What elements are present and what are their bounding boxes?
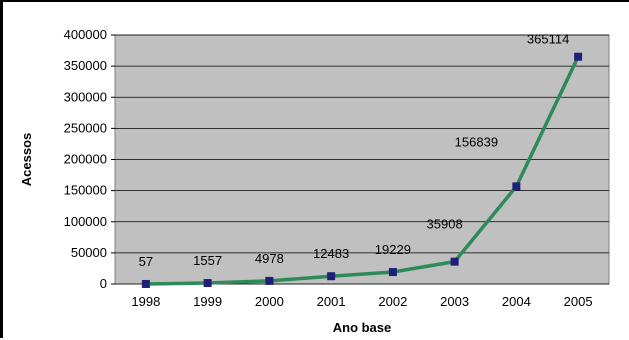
- data-labels: 57 1557 4978 12483 19229 35908 156839 365114: [139, 32, 570, 269]
- y-tick-label: 200000: [64, 152, 107, 167]
- x-tick-label: 1999: [193, 294, 222, 309]
- line-chart: 0 50000 100000 150000 200000 250000 300000 3500…: [19, 27, 610, 335]
- data-point: [265, 276, 274, 285]
- data-point: [388, 268, 397, 277]
- data-point: [141, 279, 150, 288]
- y-tick-label: 350000: [64, 58, 107, 73]
- data-point: [203, 279, 212, 288]
- x-tick-label: 2001: [317, 294, 346, 309]
- x-axis-title: Ano base: [333, 320, 392, 335]
- data-label: 4978: [255, 251, 284, 266]
- data-point: [327, 272, 336, 281]
- x-tick-label: 2005: [564, 294, 593, 309]
- y-tick-label: 150000: [64, 183, 107, 198]
- data-point: [574, 52, 583, 61]
- y-tick-label: 250000: [64, 120, 107, 135]
- data-point: [450, 257, 459, 266]
- data-label: 19229: [375, 242, 411, 257]
- x-tick-label: 2002: [378, 294, 407, 309]
- x-tick-label: 2004: [502, 294, 531, 309]
- y-tick-label: 50000: [71, 245, 107, 260]
- x-tick-label: 2000: [255, 294, 284, 309]
- data-label: 35908: [427, 217, 463, 232]
- data-label: 57: [139, 254, 153, 269]
- data-label: 365114: [527, 32, 569, 47]
- data-label: 156839: [455, 134, 498, 149]
- series-line: [145, 55, 580, 286]
- x-tick-labels: 1998 1999 2000 2001 2002 2003 2004 2005: [131, 294, 592, 309]
- y-tick-labels: 0 50000 100000 150000 200000 250000 300000 3500…: [64, 27, 115, 291]
- data-label: 1557: [193, 253, 222, 268]
- series-markers: [141, 52, 583, 288]
- data-point: [512, 182, 521, 191]
- x-tick-label: 1998: [131, 294, 160, 309]
- y-axis-title: Acessos: [19, 133, 34, 186]
- data-label: 12483: [313, 246, 349, 261]
- y-tick-label: 400000: [64, 27, 107, 42]
- x-tick-label: 2003: [440, 294, 469, 309]
- y-tick-label: 0: [100, 276, 107, 291]
- y-tick-label: 300000: [64, 89, 107, 104]
- y-tick-label: 100000: [64, 214, 107, 229]
